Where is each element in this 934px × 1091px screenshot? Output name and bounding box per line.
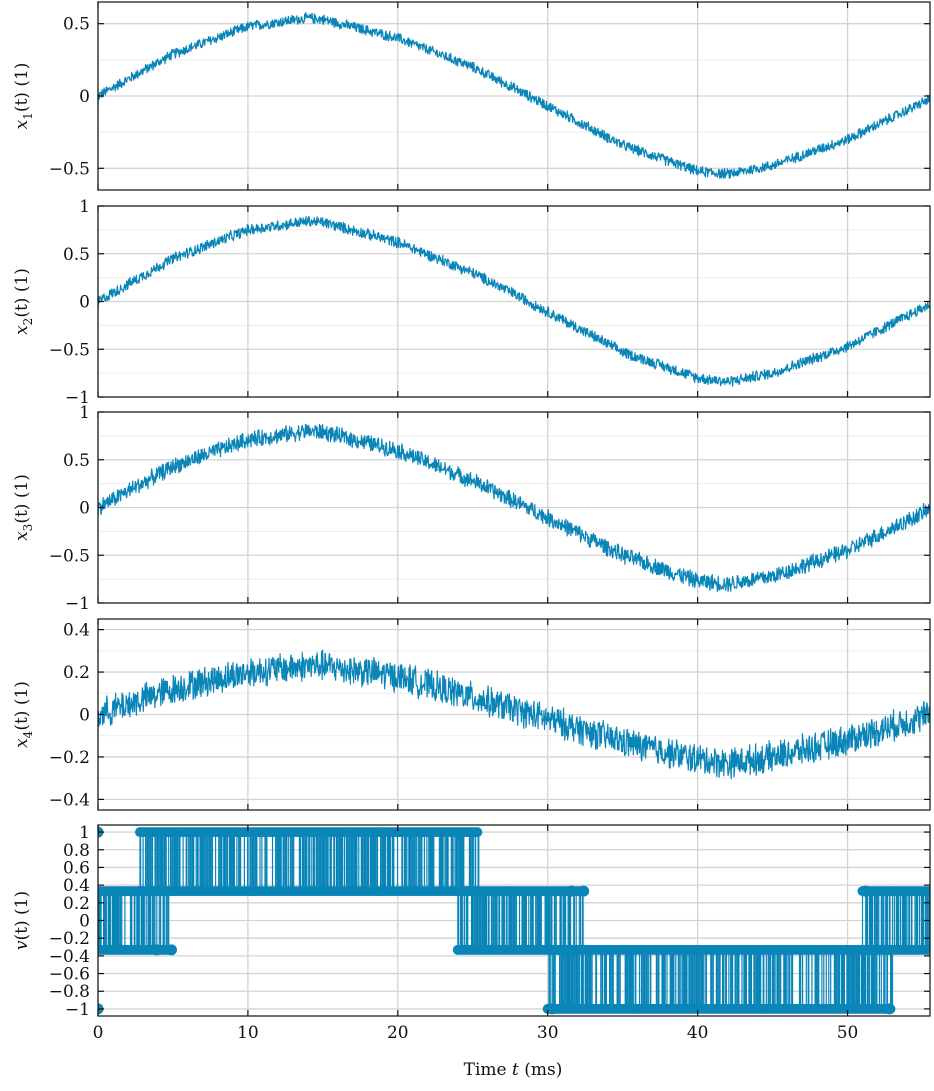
y-axis-label-rest: (t) (1) xyxy=(12,681,32,731)
y-tick-label: 0 xyxy=(79,912,90,932)
y-axis-label-rest: (t) (1) xyxy=(12,891,32,941)
y-axis-label-rest: (t) (1) xyxy=(12,268,32,318)
subplot-3: −1 −0.5 0 0.5 1 x3(t) (1) xyxy=(12,403,931,614)
data-marker xyxy=(151,944,162,956)
data-marker xyxy=(925,944,930,955)
x-axis-label-post: (ms) xyxy=(519,1060,563,1080)
y-tick-label: −0.5 xyxy=(49,340,90,360)
y-tick-label: 1 xyxy=(79,823,90,843)
y-tick-label: 0.5 xyxy=(63,451,90,471)
subplot-4: −0.4 −0.2 0 0.2 0.4 x4(t) (1) xyxy=(12,618,931,811)
y-axis-label-var: x xyxy=(12,325,32,335)
signal-trace xyxy=(98,12,930,180)
y-axis-label: x4(t) (1) xyxy=(12,681,35,748)
y-axis-label-sub: 1 xyxy=(21,112,35,120)
y-tick-label: 0 xyxy=(79,87,90,107)
y-tick-label: 0.6 xyxy=(63,858,90,878)
x-tick-label: 0 xyxy=(93,1023,104,1043)
subplot-1: −0.5 0 0.5 x1(t) (1) xyxy=(12,1,931,191)
x-tick-label: 30 xyxy=(537,1023,559,1043)
series-1 xyxy=(98,12,930,180)
y-axis-label-sub: 4 xyxy=(21,730,35,738)
y-axis-label-var: x xyxy=(12,119,32,129)
marker-group xyxy=(98,826,930,1015)
subplot-2: −1 −0.5 0 0.5 1 x2(t) (1) xyxy=(12,197,931,408)
y-tick-label: −0.6 xyxy=(49,965,90,985)
x-tick-label: 40 xyxy=(687,1023,709,1043)
x-tick-label: 20 xyxy=(387,1023,409,1043)
y-tick-label: −0.2 xyxy=(49,929,90,949)
data-marker xyxy=(472,827,483,838)
data-marker xyxy=(925,886,930,897)
y-tick-label: 0.2 xyxy=(63,894,90,914)
y-axis-label: v(t) (1) xyxy=(12,891,32,950)
y-tick-label: 0 xyxy=(79,293,90,313)
x-axis-label: Time t (ms) xyxy=(464,1060,563,1080)
y-tick-label: 0.4 xyxy=(63,876,90,896)
y-tick-label: 0.8 xyxy=(63,841,90,861)
y-tick-label: −0.5 xyxy=(49,159,90,179)
y-tick-label: −1 xyxy=(65,1000,90,1020)
y-tick-label: −0.8 xyxy=(49,982,90,1002)
y-tick-label: −0.4 xyxy=(49,790,90,810)
y-tick-label: −0.2 xyxy=(49,748,90,768)
y-tick-label: 0 xyxy=(79,499,90,519)
data-marker xyxy=(884,1003,895,1015)
y-axis-label-var: x xyxy=(12,738,32,748)
x-axis-label-pre: Time xyxy=(464,1060,512,1080)
y-tick-label: −1 xyxy=(65,388,90,408)
y-axis-label: x2(t) (1) xyxy=(12,268,35,335)
y-tick-label: 0.4 xyxy=(63,621,90,641)
x-tick-label: 50 xyxy=(837,1023,859,1043)
y-tick-label: 0.5 xyxy=(63,245,90,265)
series-2 xyxy=(98,215,930,387)
data-marker xyxy=(546,1003,558,1015)
x-axis-tick-labels: 0 10 20 30 40 50 xyxy=(93,1023,859,1043)
y-tick-label: 0.5 xyxy=(63,15,90,35)
y-axis-label: x1(t) (1) xyxy=(12,63,35,130)
series-4 xyxy=(98,649,930,780)
signal-trace xyxy=(98,649,930,780)
y-tick-label: −1 xyxy=(65,594,90,614)
y-axis-label-sub: 3 xyxy=(21,524,35,532)
y-axis-label-var: v xyxy=(12,940,32,950)
series-5 xyxy=(98,826,930,1015)
x-tick-label: 10 xyxy=(237,1023,259,1043)
subplot-5: −1−0.8−0.6−0.4−0.200.20.40.60.81 v(t) (1) xyxy=(12,823,931,1020)
data-marker xyxy=(566,885,578,897)
series-3 xyxy=(98,423,930,593)
x-axis-label-var: t xyxy=(512,1060,519,1080)
signal-trace xyxy=(98,423,930,593)
y-axis-label-rest: (t) (1) xyxy=(12,474,32,524)
y-tick-label: 1 xyxy=(79,403,90,423)
y-axis-label-var: x xyxy=(12,531,32,541)
y-tick-label: 0 xyxy=(79,706,90,726)
data-marker xyxy=(166,944,177,956)
y-tick-label: −0.5 xyxy=(49,546,90,566)
y-tick-label: 0.2 xyxy=(63,663,90,683)
y-axis-label-sub: 2 xyxy=(21,318,35,326)
y-axis-label: x3(t) (1) xyxy=(12,474,35,541)
data-marker xyxy=(860,885,871,897)
y-tick-label: 1 xyxy=(79,197,90,217)
y-axis-label-rest: (t) (1) xyxy=(12,63,32,113)
data-marker xyxy=(578,885,590,897)
signal-trace xyxy=(98,215,930,387)
y-tick-label: −0.4 xyxy=(49,947,90,967)
